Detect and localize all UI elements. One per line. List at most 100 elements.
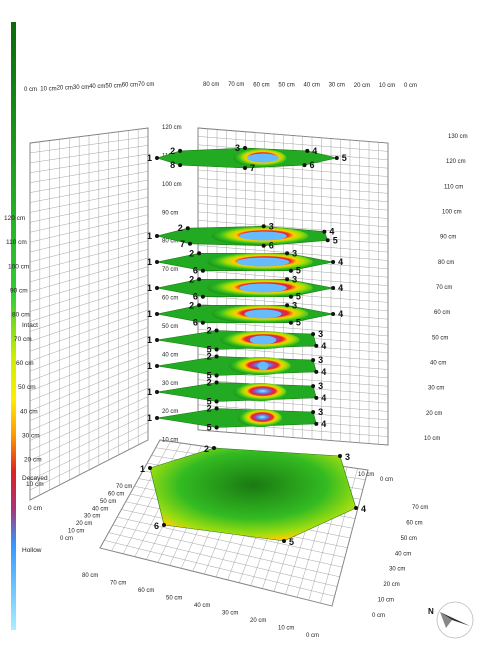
floor-front-axis-tick-label: 30 cm [222,611,238,617]
sensor-label: 1 [147,413,152,423]
sensor-label: 4 [329,227,334,237]
legend-intact-label: Intact [22,322,38,329]
sensor-point [155,260,159,264]
sensor-point [261,224,266,229]
hollow-zone [239,283,287,293]
vertical-left-axis-tick-label: 50 cm [162,324,178,330]
floor-left-axis-tick-label: 60 cm [108,491,124,497]
hollow-zone [244,309,282,319]
sensor-label: 3 [345,452,350,462]
vertical-right-axis-tick-label: 20 cm [426,411,442,417]
sensor-label: 2 [170,146,175,156]
sensor-label: 2 [189,274,194,284]
vertical-right-axis-tick-label: 30 cm [428,386,444,392]
sensor-label: 7 [250,163,255,173]
sensor-point [311,332,316,337]
floor-left-axis-tick-label: 10 cm [68,529,84,535]
sensor-point [331,286,336,290]
left-wall-gridline [29,249,149,283]
sensor-point [214,373,219,378]
left-wall-gridline [29,283,149,322]
left-wall-gridline [29,318,149,362]
floor-front-axis-tick-label: 20 cm [250,618,266,624]
left-wall-gridline [29,145,149,164]
vertical-right-axis-tick-label: 70 cm [436,285,452,291]
vertical-right-axis-tick-label: 90 cm [440,235,456,241]
sensor-point [214,399,219,404]
sensor-label: 2 [178,223,183,233]
sensor-point [331,260,336,264]
sensor-label: 4 [338,309,343,319]
right-wall-gridline [197,270,389,286]
hollow-zone [257,361,269,371]
right-wall-gridline [197,295,389,312]
sensor-point [197,277,202,282]
left-wall-gridline [29,171,149,193]
sensor-point [155,286,159,290]
floor-right-axis-tick-label: 10 cm [378,598,394,604]
top-right-axis-tick-label: 20 cm [354,83,370,89]
sensor-label: 6 [193,318,198,328]
sensor-point [331,312,336,316]
left-wall-gridline [29,413,149,471]
left-wall-gridline [29,162,149,183]
floor-front-axis-tick-label: 70 cm [110,581,126,587]
sensor-point [185,226,190,231]
floor-front-axis-tick-label: 40 cm [194,603,210,609]
vertical-right-axis-tick-label: 10 cm [424,436,440,442]
sensor-label: 1 [147,231,152,241]
hollow-zone [236,257,290,267]
sensor-label: 1 [147,283,152,293]
floor-right-axis-tick-label: 30 cm [389,567,405,573]
floor-grid-gridline [117,516,343,568]
top-right-axis-tick-label: 0 cm [404,83,417,89]
sensor-label: 3 [318,407,323,417]
legend-scale-label: 10 cm [26,481,44,488]
floor-front-axis-tick-label: 60 cm [138,588,154,594]
top-left-axis-tick-label: 60 cm [122,83,138,89]
right-wall-gridline [197,136,389,152]
right-wall-gridline [197,203,389,219]
sensor-label: 3 [318,381,323,391]
left-wall-gridline [29,344,149,392]
left-wall-gridline [29,370,149,421]
left-wall-gridline [29,231,149,263]
sensor-point [155,416,159,420]
legend-scale-label: 20 cm [24,457,42,464]
sensor-point [288,294,293,299]
floor-grid-gridline [108,532,338,587]
floor-left-axis-tick-label: 40 cm [92,506,108,512]
left-wall-gridline [29,292,149,332]
slice-layer: 1 2 3 4 5 6 7 8 [147,143,347,173]
sensor-point [155,234,159,238]
left-wall-gridline [29,275,149,312]
slice-layer: 1 2 3 4 5 [147,404,326,433]
right-wall-gridline [197,429,389,446]
sensor-label: 7 [180,239,185,249]
hollow-zone [249,335,277,345]
vertical-left-axis-tick-label: 70 cm [162,267,178,273]
sensor-label: 4 [321,419,326,429]
right-wall-gridline [197,320,389,337]
floor-grid-gridline [99,547,333,607]
sensor-point [311,384,316,389]
left-wall-gridline [29,335,149,382]
vertical-left-axis-tick-label: 90 cm [162,210,178,216]
sensor-label: 2 [207,404,212,414]
floor-grid-gridline [112,524,340,578]
sensor-point [188,241,192,246]
sensor-point [162,523,166,527]
sensor-point [282,539,286,543]
sensor-point [200,294,205,299]
top-left-axis-tick-label: 30 cm [73,85,89,91]
sensor-label: 5 [207,371,212,381]
left-wall-gridline [29,379,149,431]
sensor-label: 1 [147,387,152,397]
slice-layer: 1 2 3 4 5 6 [147,300,343,327]
sensor-label: 3 [292,248,297,258]
top-left-axis-tick-label: 0 cm [24,87,37,93]
legend-scale-label: 80 cm [12,312,30,319]
floor-left-axis-tick-label: 20 cm [76,521,92,527]
sensor-point [305,148,310,153]
right-wall-gridline [197,186,389,202]
